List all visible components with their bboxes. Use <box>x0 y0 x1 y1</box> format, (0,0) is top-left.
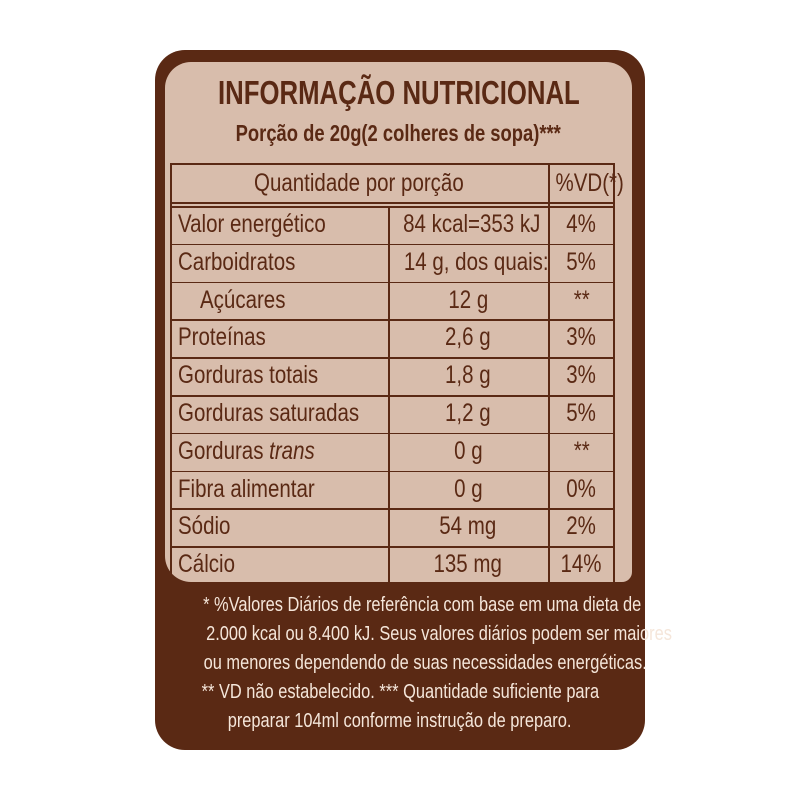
nutrient-label-italic: trans <box>269 436 315 465</box>
table-rule <box>170 546 615 548</box>
table-rule <box>170 470 615 473</box>
nutrient-amount-text: 54 mg <box>439 512 497 541</box>
nutrient-vd: 0% <box>548 471 615 508</box>
footnote-text: ** VD não estabelecido. *** Quantidade s… <box>201 681 599 703</box>
nutrient-label-text: Gorduras saturadas <box>178 399 360 427</box>
nutrient-label-text: Valor energético <box>178 210 326 238</box>
nutrient-amount-text: 135 mg <box>433 550 503 579</box>
nutrient-vd: 4% <box>548 206 615 243</box>
nutrient-amount-text: 0 g <box>453 474 483 503</box>
nutrient-label-text: Gorduras totais <box>178 361 319 390</box>
nutrient-label: Sódio <box>178 508 388 545</box>
nutrient-vd-text: ** <box>573 285 590 314</box>
footnote-line: * %Valores Diários de referência com bas… <box>155 594 645 617</box>
nutrient-label: Proteínas <box>178 319 388 356</box>
nutrient-vd-text: 5% <box>566 399 597 427</box>
nutrient-amount-text: 1,8 g <box>445 361 491 390</box>
nutrient-amount-text: 2,6 g <box>445 323 491 352</box>
footnote-text: 2.000 kcal ou 8.400 kJ. Seus valores diá… <box>206 623 672 645</box>
nutrient-amount-text: 84 kcal=353 kJ <box>403 210 541 238</box>
nutrient-amount: 2,6 g <box>388 319 548 356</box>
nutrient-amount: 0 g <box>388 471 548 508</box>
table-rule <box>170 319 615 321</box>
footnote-text: * %Valores Diários de referência com bas… <box>203 594 642 616</box>
column-header-text: Quantidade por porção <box>254 169 464 197</box>
title: INFORMAÇÃO NUTRICIONAL <box>165 74 632 112</box>
nutrient-amount: 0 g <box>388 433 548 470</box>
nutrient-vd-text: 4% <box>566 210 597 238</box>
nutrient-vd-text: 5% <box>566 247 597 276</box>
table-rule <box>170 163 172 584</box>
nutrient-label-text: Sódio <box>178 512 231 541</box>
table-rule <box>170 163 615 165</box>
label-panel <box>165 62 632 582</box>
table-rule <box>170 508 615 510</box>
nutrient-label-part: Gorduras <box>178 436 264 465</box>
nutrient-label-text: Carboidratos <box>178 247 296 276</box>
nutrient-label: Cálcio <box>178 546 388 583</box>
footnote-text: preparar 104ml conforme instrução de pre… <box>228 710 572 732</box>
nutrient-label: Valor energético <box>178 206 388 243</box>
footnote-line: ou menores dependendo de suas necessidad… <box>155 652 647 675</box>
table-rule <box>170 432 615 435</box>
nutrient-vd: 3% <box>548 357 615 394</box>
footnote-line: ** VD não estabelecido. *** Quantidade s… <box>155 681 645 704</box>
table-rule <box>170 395 615 397</box>
nutrient-vd-text: 14% <box>560 550 603 579</box>
footnote-line: 2.000 kcal ou 8.400 kJ. Seus valores diá… <box>155 623 672 646</box>
column-header-text: %VD(*) <box>555 169 624 197</box>
table-rule <box>170 357 615 359</box>
nutrient-label-text: Cálcio <box>178 550 235 579</box>
nutrient-amount: 1,8 g <box>388 357 548 394</box>
nutrient-amount: 14 g, dos quais: <box>388 244 549 281</box>
nutrient-amount-text: 0 g <box>453 436 483 465</box>
table-rule <box>170 281 615 284</box>
nutrient-label: Açúcares <box>200 282 410 319</box>
nutrient-amount-text: 14 g, dos quais: <box>403 247 549 276</box>
nutrient-vd-text: 3% <box>566 361 597 390</box>
nutrient-amount-text: 12 g <box>448 285 488 314</box>
column-header: %VD(*) <box>548 165 624 202</box>
nutrient-label: Gorduras totais <box>178 357 388 394</box>
nutrient-vd-text: 0% <box>566 474 597 503</box>
nutrient-label: Gorduras trans <box>178 433 388 470</box>
nutrient-amount: 1,2 g <box>388 395 548 432</box>
footnote-text: ou menores dependendo de suas necessidad… <box>203 652 647 674</box>
nutrient-label-text: Fibra alimentar <box>178 474 315 503</box>
table-rule <box>170 206 615 208</box>
nutrient-label: Carboidratos <box>178 244 388 281</box>
table-rule <box>613 163 615 584</box>
nutrient-vd: 14% <box>548 546 615 583</box>
nutrient-label-text: Gorduras trans <box>178 433 315 470</box>
nutrient-vd: ** <box>548 282 615 319</box>
nutrient-amount: 54 mg <box>388 508 548 545</box>
nutrient-vd: 5% <box>548 395 615 432</box>
title-text: INFORMAÇÃO NUTRICIONAL <box>217 74 580 111</box>
nutrient-amount: 135 mg <box>388 546 548 583</box>
nutrient-amount: 12 g <box>388 282 548 319</box>
nutrient-vd: 3% <box>548 319 615 356</box>
nutrient-label: Fibra alimentar <box>178 471 388 508</box>
nutrient-vd: 5% <box>548 244 615 281</box>
nutrient-label: Gorduras saturadas <box>178 395 388 432</box>
nutrient-vd-text: 2% <box>566 512 597 541</box>
nutrient-vd: 2% <box>548 508 615 545</box>
nutrient-vd-text: ** <box>573 436 590 465</box>
subtitle-text: Porção de 20g(2 colheres de sopa)*** <box>235 120 562 146</box>
nutrient-label-text: Açúcares <box>200 285 286 314</box>
nutrient-vd: ** <box>548 433 615 470</box>
nutrient-amount: 84 kcal=353 kJ <box>388 206 548 243</box>
column-header: Quantidade por porção <box>170 165 548 202</box>
table-rule <box>548 163 550 584</box>
table-rule <box>170 202 615 204</box>
nutrient-label-text: Proteínas <box>178 323 266 352</box>
nutrient-amount-text: 1,2 g <box>445 399 491 427</box>
subtitle: Porção de 20g(2 colheres de sopa)*** <box>165 120 632 147</box>
table-rule <box>170 243 615 246</box>
nutrient-vd-text: 3% <box>566 323 597 352</box>
footnote-line: preparar 104ml conforme instrução de pre… <box>155 710 645 733</box>
